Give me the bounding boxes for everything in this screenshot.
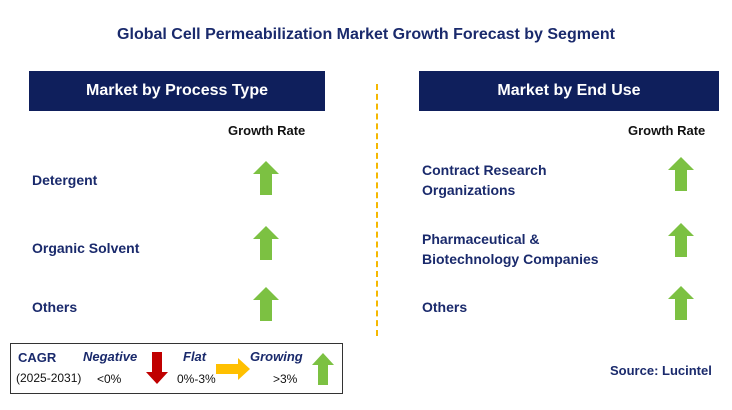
left-panel-header: Market by Process Type — [29, 71, 325, 111]
growing-arrow-icon — [668, 286, 694, 320]
right-row-label-2-line2: Biotechnology Companies — [422, 251, 599, 267]
right-row-label-1-line2: Organizations — [422, 182, 516, 198]
negative-arrow-icon — [146, 352, 168, 384]
legend-growing-range: >3% — [273, 372, 298, 386]
growing-arrow-icon — [253, 161, 279, 195]
page-title: Global Cell Permeabilization Market Grow… — [117, 26, 615, 43]
legend-negative-label: Negative — [83, 349, 138, 364]
left-growth-rate-label: Growth Rate — [228, 123, 306, 138]
right-row-label-2-line1: Pharmaceutical & — [422, 231, 540, 247]
right-panel-header: Market by End Use — [419, 71, 719, 111]
right-row-label-3: Others — [422, 297, 467, 317]
cagr-legend — [10, 343, 343, 394]
legend-negative-range: <0% — [97, 372, 122, 386]
legend-flat-label: Flat — [183, 349, 207, 364]
source-note: Source: Lucintel — [610, 363, 712, 378]
growing-arrow-icon — [253, 226, 279, 260]
growing-arrow-icon — [668, 157, 694, 191]
legend-period: (2025-2031) — [16, 371, 82, 385]
legend-growing-label: Growing — [250, 349, 303, 364]
left-row-label-2: Organic Solvent — [32, 240, 140, 256]
right-row-label-3-line1: Others — [422, 299, 468, 315]
growing-arrow-icon — [312, 353, 334, 385]
growing-arrow-icon — [253, 287, 279, 321]
right-row-label-1-line1: Contract Research — [422, 162, 547, 178]
right-row-label-2: Pharmaceutical & Biotechnology Companies — [422, 229, 599, 269]
right-row-label-1: Contract Research Organizations — [422, 160, 547, 200]
left-row-label-1: Detergent — [32, 172, 98, 188]
legend-flat-range: 0%-3% — [177, 372, 216, 386]
legend-cagr-label: CAGR — [18, 350, 57, 365]
growing-arrow-icon — [668, 223, 694, 257]
panel-divider — [376, 84, 378, 336]
right-growth-rate-label: Growth Rate — [628, 123, 706, 138]
left-row-label-3: Others — [32, 299, 78, 315]
flat-arrow-icon — [216, 358, 250, 380]
